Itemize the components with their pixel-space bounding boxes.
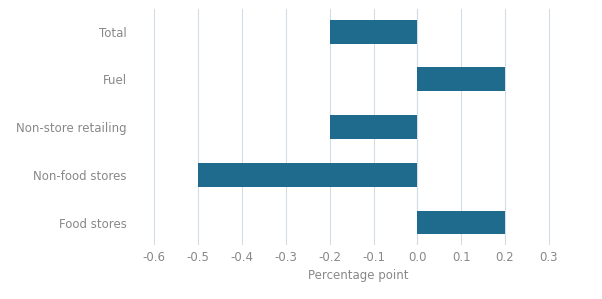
Bar <box>198 163 417 187</box>
Bar <box>330 115 417 139</box>
Bar <box>330 20 417 44</box>
X-axis label: Percentage point: Percentage point <box>308 269 408 282</box>
Bar <box>417 68 505 91</box>
Bar <box>417 210 505 234</box>
